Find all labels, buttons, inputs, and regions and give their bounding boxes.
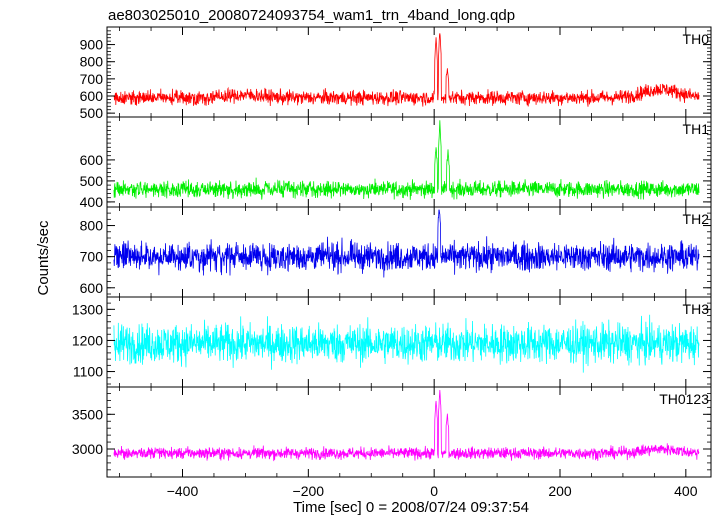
panel-label: TH1 [683,121,710,137]
panel-frame [106,386,712,478]
y-tick-label: 500 [80,105,104,121]
y-tick-label: 3500 [72,406,103,422]
y-tick-label: 500 [80,173,104,189]
x-axis-label: Time [sec] 0 = 2008/07/24 09:37:54 [293,499,529,516]
panel-label: TH0 [683,31,710,47]
panel-th3: 1100 1200 1300 TH3 [72,296,712,388]
panel-label: TH2 [683,211,710,227]
panel-label: TH0123 [659,391,709,407]
y-tick-label: 800 [80,54,104,70]
y-tick-label: 600 [80,88,104,104]
y-tick-label: 700 [80,71,104,87]
series-line-th2 [113,209,700,278]
x-tick-label: 200 [548,483,572,499]
chart-title: ae803025010_20080724093754_wam1_trn_4ban… [108,7,515,24]
y-tick-label: 600 [80,152,104,168]
panel-th0123: 3000 3500 TH0123 [72,386,712,478]
y-tick-label: 600 [80,280,104,296]
y-tick-label: 400 [80,194,104,210]
y-axis-label: Counts/sec [35,220,52,296]
series-line-th1 [113,120,700,200]
y-tick-label: 1200 [72,332,103,348]
x-tick-label: 400 [674,483,698,499]
series-line-th3 [113,314,700,373]
x-tick-label: −200 [293,483,325,499]
x-tick-label: 0 [430,483,438,499]
panel-frame [106,26,712,118]
series-line-th0 [113,33,700,107]
y-tick-label: 1100 [73,364,103,380]
y-tick-label: 3000 [72,441,103,457]
y-tick-label: 700 [80,249,104,265]
panel-th2: 600 700 800 TH2 [80,206,712,298]
panel-label: TH3 [683,301,710,317]
series-line-th0123 [113,389,700,462]
y-tick-label: 900 [80,37,104,53]
x-tick-label: −400 [167,483,199,499]
y-tick-label: 1300 [72,301,103,317]
y-tick-label: 800 [80,218,104,234]
panel-th1: 400 500 600 TH1 [80,116,712,210]
